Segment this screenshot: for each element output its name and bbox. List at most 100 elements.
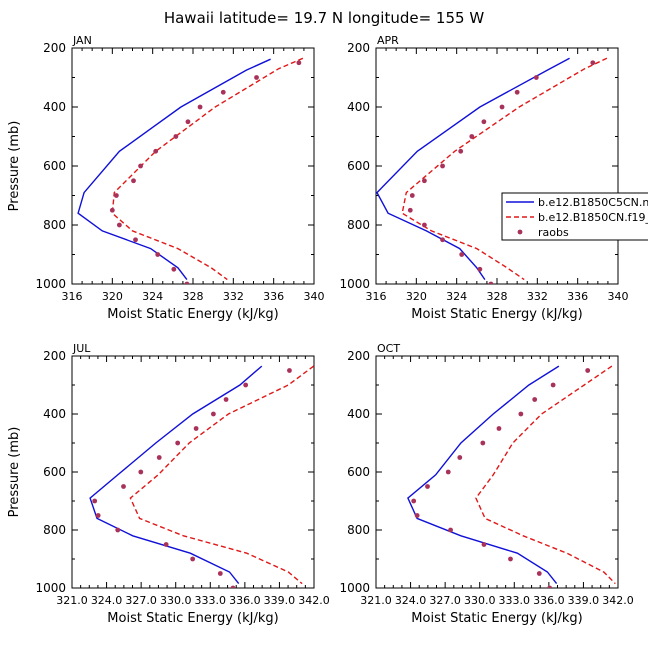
x-axis-label: Moist Static Energy (kJ/kg) xyxy=(107,307,278,322)
raobs-point xyxy=(171,266,177,272)
raobs-point xyxy=(243,382,249,388)
y-tick-label: 1000 xyxy=(35,277,66,291)
x-tick-label: 328 xyxy=(487,290,508,303)
y-tick-label: 200 xyxy=(43,41,66,55)
raobs-point xyxy=(590,60,596,66)
raobs-point xyxy=(133,237,138,243)
raobs-point xyxy=(138,163,143,169)
raobs-point xyxy=(536,571,542,576)
x-tick-label: 332 xyxy=(223,290,244,303)
y-tick-label: 800 xyxy=(347,523,370,537)
series-line-b1850c5cn xyxy=(77,58,271,281)
y-tick-label: 400 xyxy=(43,100,66,114)
raobs-point xyxy=(121,484,126,489)
x-tick-label: 321.0 xyxy=(360,594,392,607)
raobs-point xyxy=(547,585,553,588)
raobs-point xyxy=(220,89,226,95)
raobs-point xyxy=(184,281,190,284)
x-tick-label: 327.0 xyxy=(429,594,461,607)
x-tick-label: 324 xyxy=(142,290,163,303)
series-line-b1850c5cn xyxy=(89,365,263,585)
raobs-point xyxy=(448,527,453,533)
x-axis-label: Moist Static Energy (kJ/kg) xyxy=(411,611,582,626)
raobs-point xyxy=(296,60,302,66)
chart-panel-oct: OCT 321.0 324.0 327.0 330.0 333.0 336.0 339.0 34… xyxy=(339,342,633,626)
x-tick-label: 324.0 xyxy=(395,594,427,607)
legend-entry: b.e12.B1850CN.f19_g16.007 xyxy=(506,211,648,224)
y-tick-label: 800 xyxy=(347,218,370,232)
raobs-point xyxy=(173,134,179,139)
plot-area xyxy=(376,57,608,284)
x-tick-label: 324.0 xyxy=(91,594,123,607)
x-tick-label: 327.0 xyxy=(125,594,157,607)
x-tick-label: 328 xyxy=(183,290,204,303)
raobs-point xyxy=(411,498,417,504)
raobs-point xyxy=(131,178,136,184)
legend-label: b.e12.B1850C5CN.ne30_g16.init.ch.027 xyxy=(538,196,648,209)
y-tick-label: 1000 xyxy=(339,277,370,291)
x-tick-label: 330.0 xyxy=(160,594,192,607)
raobs-point xyxy=(477,266,483,272)
raobs-point xyxy=(115,527,121,533)
y-tick-label: 600 xyxy=(347,159,370,173)
raobs-point xyxy=(217,571,223,576)
y-tick-label: 200 xyxy=(347,41,370,55)
raobs-point xyxy=(407,207,413,213)
plot-frame xyxy=(71,47,315,285)
raobs-point xyxy=(210,411,216,417)
series-line-b1850cn xyxy=(475,365,616,585)
series-line-b1850c5cn xyxy=(376,57,570,280)
x-tick-label: 332 xyxy=(527,290,548,303)
raobs-point xyxy=(409,193,415,198)
raobs-point xyxy=(458,148,464,154)
raobs-point xyxy=(457,455,463,460)
raobs-point xyxy=(193,426,199,431)
y-tick-label: 400 xyxy=(347,100,370,114)
x-tick-label: 321.0 xyxy=(56,594,88,607)
series-line-b1850c5cn xyxy=(407,365,560,585)
y-tick-label: 800 xyxy=(43,218,66,232)
y-tick-label: 800 xyxy=(43,523,66,537)
y-tick-label: 600 xyxy=(43,159,66,173)
y-tick-label: 200 xyxy=(347,349,370,363)
legend-label: b.e12.B1850CN.f19_g16.007 xyxy=(538,211,648,224)
legend-swatch-raobs xyxy=(517,229,523,235)
raobs-point xyxy=(414,513,420,518)
series-line-b1850cn xyxy=(401,57,608,281)
y-axis-label: Pressure (mb) xyxy=(7,427,22,518)
raobs-point xyxy=(459,252,465,257)
legend-entry: raobs xyxy=(517,226,569,239)
plot-frame xyxy=(375,355,619,589)
raobs-point xyxy=(138,469,144,475)
plot-frame xyxy=(375,47,619,285)
x-tick-label: 333.0 xyxy=(499,594,531,607)
x-tick-label: 340 xyxy=(608,290,629,303)
raobs-point xyxy=(440,237,445,243)
raobs-point xyxy=(254,75,259,80)
panels: JAN 316 320 324 328 332 336 340 200 400 600 800 1000… xyxy=(7,34,634,626)
x-axis-label: Moist Static Energy (kJ/kg) xyxy=(107,611,278,626)
raobs-point xyxy=(481,542,487,547)
raobs-point xyxy=(425,484,430,489)
raobs-point xyxy=(197,104,203,110)
x-axis-label: Moist Static Energy (kJ/kg) xyxy=(411,307,582,322)
raobs-point xyxy=(532,397,538,402)
x-tick-label: 333.0 xyxy=(195,594,227,607)
raobs-point xyxy=(514,89,520,95)
y-tick-label: 600 xyxy=(43,465,66,479)
raobs-point xyxy=(185,119,191,125)
raobs-point xyxy=(116,222,122,228)
raobs-point xyxy=(499,104,505,110)
panel-label: APR xyxy=(377,34,399,47)
x-tick-label: 339.0 xyxy=(568,594,600,607)
series-line-b1850cn xyxy=(129,365,314,585)
panel-label: JUL xyxy=(72,342,91,355)
panel-label: JAN xyxy=(72,34,92,47)
raobs-point xyxy=(113,193,119,198)
x-tick-label: 320 xyxy=(406,290,427,303)
x-tick-label: 342.0 xyxy=(298,594,330,607)
raobs-point xyxy=(550,382,556,388)
chart-panel-apr: APR 316 320 324 328 332 336 340 200 400 600 800 1000… xyxy=(339,34,628,322)
y-axis-label: Pressure (mb) xyxy=(7,121,22,212)
raobs-point xyxy=(585,368,591,373)
